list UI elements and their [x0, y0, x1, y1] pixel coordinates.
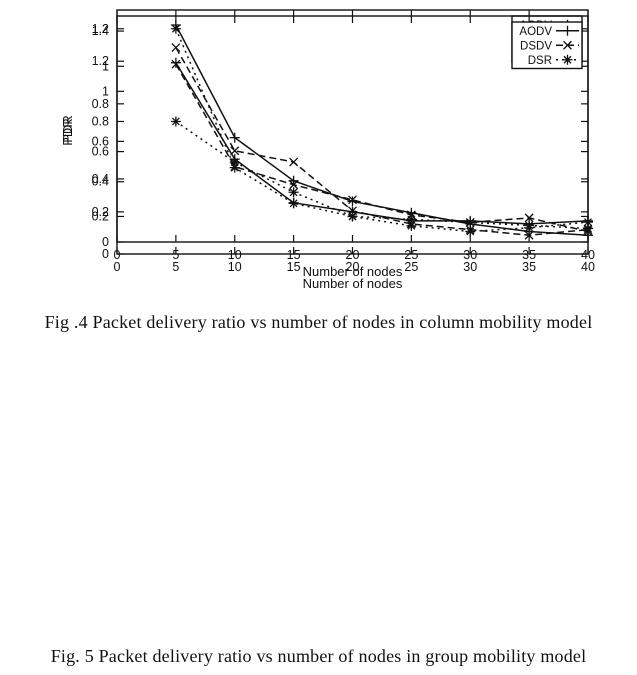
- svg-text:35: 35: [522, 260, 536, 274]
- svg-text:1.2: 1.2: [92, 54, 109, 68]
- svg-text:5: 5: [172, 260, 179, 274]
- svg-text:1: 1: [102, 84, 109, 98]
- svg-text:40: 40: [581, 248, 595, 262]
- pdr-vs-nodes-chart-group-mobility: 0 5 10 15 20 25 30 35 4000.20.40.60.811.21.4Numb…: [60, 15, 595, 279]
- svg-text:0.4: 0.4: [92, 172, 109, 186]
- svg-text:20: 20: [346, 260, 360, 274]
- series-dsr: [170, 116, 593, 234]
- svg-text:40: 40: [581, 260, 595, 274]
- svg-text:0: 0: [102, 235, 109, 249]
- plus-markers: [170, 57, 593, 229]
- svg-text:1.2: 1.2: [92, 22, 109, 36]
- legend-label-dsdv: DSDV: [520, 40, 552, 52]
- asterisk-icon: [562, 54, 573, 65]
- legend-label-dsr: DSR: [528, 55, 552, 67]
- figure-4-caption: Fig .4 Packet delivery ratio vs number o…: [44, 312, 593, 332]
- svg-text:10: 10: [228, 260, 242, 274]
- asterisk-markers: [170, 116, 593, 234]
- svg-text:0.8: 0.8: [92, 97, 109, 111]
- series-aodv: [170, 57, 593, 229]
- svg-text:25: 25: [404, 248, 418, 262]
- svg-text:1: 1: [102, 59, 109, 73]
- figure-5-caption: Fig. 5 Packet delivery ratio vs number o…: [50, 646, 587, 666]
- svg-text:0.4: 0.4: [92, 175, 109, 189]
- svg-text:20: 20: [346, 248, 360, 262]
- svg-text:0.2: 0.2: [92, 209, 109, 223]
- svg-text:0: 0: [114, 260, 121, 274]
- series-dsdv: [171, 59, 593, 236]
- svg-text:1.4: 1.4: [92, 24, 109, 38]
- plus-icon: [562, 25, 573, 36]
- svg-text:35: 35: [522, 248, 536, 262]
- svg-text:15: 15: [287, 248, 301, 262]
- y-axis-label: PDR: [60, 115, 75, 142]
- tick-marks: [116, 16, 589, 243]
- x-axis-label: Number of nodes: [303, 276, 403, 291]
- svg-text:0: 0: [114, 248, 121, 262]
- svg-text:15: 15: [287, 260, 301, 274]
- svg-text:10: 10: [228, 248, 242, 262]
- legend-label-aodv: AODV: [519, 26, 552, 38]
- y-axis-label: PDR: [60, 118, 75, 145]
- svg-text:30: 30: [463, 260, 477, 274]
- cross-icon: [563, 40, 572, 50]
- x-axis-label: Number of nodes: [303, 264, 403, 279]
- svg-text:0.6: 0.6: [92, 134, 109, 148]
- cross-markers: [171, 59, 593, 236]
- svg-text:25: 25: [404, 260, 418, 274]
- svg-text:0.6: 0.6: [92, 145, 109, 159]
- svg-text:0.8: 0.8: [92, 114, 109, 128]
- svg-text:0: 0: [102, 247, 109, 261]
- svg-text:5: 5: [172, 248, 179, 262]
- legend: AODV DSDV DSR: [511, 21, 583, 70]
- svg-text:0.2: 0.2: [92, 205, 109, 219]
- svg-text:30: 30: [463, 248, 477, 262]
